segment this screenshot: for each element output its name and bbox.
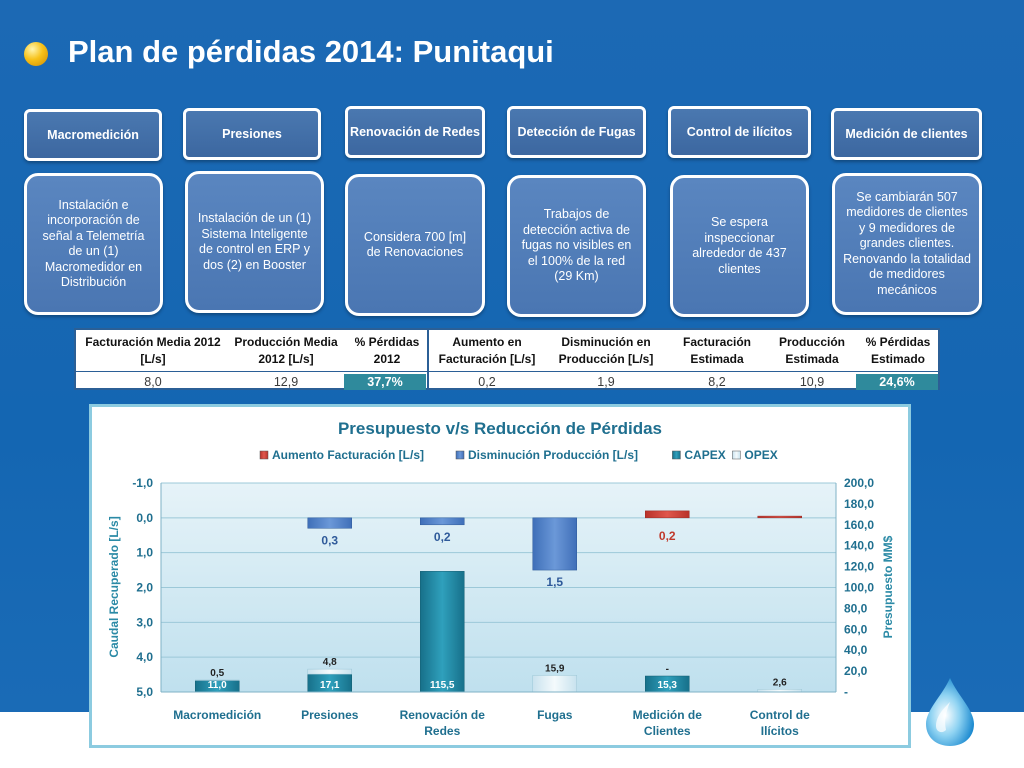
billing-increase-bar [757,515,802,519]
x-axis-category-label: Macromedición [173,708,261,722]
production-reduction-data-label: 1,5 [546,575,563,589]
left-axis-tick-label: 0,0 [136,511,153,525]
opex-bar [307,668,352,675]
table-cell: 10,9 [799,375,825,389]
chart-title: Presupuesto v/s Reducción de Pérdidas [338,419,662,438]
header-deteccion-fugas: Detección de Fugas [507,106,646,158]
x-axis-category-label: Redes [424,724,460,738]
table-header: % Pérdidas Estimado [865,335,931,366]
right-axis-tick-label: 200,0 [844,476,874,490]
legend-swatch [259,450,269,460]
opex-bar [195,679,240,681]
chart-panel: Presupuesto v/s Reducción de Pérdidas Au… [89,404,911,748]
table-divider [76,371,938,372]
table-header: Aumento en Facturación [L/s] [438,335,536,366]
title-bullet-icon [24,42,48,66]
opex-data-label: 4,8 [323,657,337,668]
chart-axes: -1,0 0,0 1,0 2,0 3,0 4,0 5,0 - 20,0 40,0 60,0 80,0 1… [132,476,874,738]
production-reduction-data-label: 0,3 [321,533,338,547]
table-cell: 1,9 [597,375,615,389]
box-medicion-clientes: Se cambiarán 507 medidores de clientes y… [832,173,982,315]
header-renovacion-redes: Renovación de Redes [345,106,485,158]
left-axis-tick-label: 5,0 [136,685,153,699]
table-cell: 8,0 [144,375,162,389]
legend-label: Aumento Facturación [L/s] [272,448,424,462]
page-title: Plan de pérdidas 2014: Punitaqui [68,34,554,69]
production-reduction-bar [420,517,465,526]
box-presiones: Instalación de un (1) Sistema Inteligent… [185,171,324,313]
right-axis-tick-label: 160,0 [844,518,874,532]
billing-increase-data-label: 0,2 [659,529,676,543]
opex-data-label: 2,6 [773,677,787,688]
x-axis-category-label: Control de [750,708,810,722]
left-axis-tick-label: -1,0 [132,476,153,490]
capex-data-label: 115,5 [430,680,455,691]
capex-data-label: 11,0 [208,680,227,691]
left-axis-tick-label: 3,0 [136,615,153,629]
table-cell-highlight: 24,6% [856,374,938,390]
right-axis-tick-label: 140,0 [844,539,874,553]
opex-data-label: 0,5 [210,668,224,679]
table-cell: 12,9 [273,375,299,389]
production-reduction-data-label: 0,2 [434,530,451,544]
right-axis-tick-label: - [844,685,848,699]
header-presiones: Presiones [183,108,321,160]
legend-swatch [672,450,681,460]
legend-label: CAPEX [684,448,725,462]
opex-data-label: 15,9 [545,663,565,674]
header-macromedicion: Macromedición [24,109,162,161]
table-header: Disminución en Producción [L/s] [558,335,654,366]
header-medicion-clientes: Medición de clientes [831,108,982,160]
right-axis-tick-label: 180,0 [844,497,874,511]
left-axis-tick-label: 1,0 [136,546,153,560]
chart-grid [161,482,836,693]
capex-data-label: 15,3 [658,680,678,691]
box-macromedicion: Instalación e incorporación de señal a T… [24,173,163,315]
right-axis-tick-label: 80,0 [844,601,868,615]
production-reduction-bar [307,517,352,529]
chart-legend: Aumento Facturación [L/s] Disminución Pro… [259,448,778,462]
box-control-ilicitos: Se espera inspeccionar alrededor de 437 … [670,175,809,317]
x-axis-category-label: Ilícitos [761,724,799,738]
table-cell: 8,2 [708,375,726,389]
right-axis-tick-label: 60,0 [844,622,868,636]
left-axis-tick-label: 2,0 [136,581,153,595]
opex-data-label: - [666,664,669,675]
right-axis-tick-label: 40,0 [844,643,868,657]
x-axis-category-label: Presiones [301,708,359,722]
capex-bar [420,571,465,693]
left-axis-tick-label: 4,0 [136,650,153,664]
x-axis-category-label: Medición de [633,708,703,722]
budget-vs-loss-chart: Presupuesto v/s Reducción de Pérdidas Au… [107,419,895,738]
x-axis-category-label: Clientes [644,724,691,738]
table-header: Facturación Media 2012 [L/s] [85,335,221,366]
table-header: Producción Media 2012 [L/s] [234,335,338,366]
box-deteccion-fugas: Trabajos de detección activa de fugas no… [507,175,646,317]
left-axis-label: Caudal Recuperado [L/s] [107,516,121,657]
table-header: Facturación Estimada [682,335,751,366]
opex-bar [532,675,577,693]
production-reduction-bar [532,517,577,571]
legend-swatch [455,450,465,460]
header-control-ilicitos: Control de ilícitos [668,106,811,158]
x-axis-category-label: Renovación de [400,708,486,722]
table-cell-highlight: 37,7% [344,374,426,390]
table-header: Producción Estimada [778,335,845,366]
summary-table: Facturación Media 2012 [L/s] Producción … [74,328,940,390]
table-vertical-divider [427,330,429,388]
x-axis-category-label: Fugas [537,708,573,722]
capex-data-label: 17,1 [320,680,340,691]
right-axis-tick-label: 100,0 [844,581,874,595]
legend-label: OPEX [744,448,777,462]
legend-label: Disminución Producción [L/s] [468,448,638,462]
table-header: % Pérdidas 2012 [354,335,420,366]
legend-swatch [732,450,741,460]
box-renovacion-redes: Considera 700 [m] de Renovaciones [345,174,485,316]
right-axis-tick-label: 120,0 [844,560,874,574]
billing-increase-bar [645,510,690,519]
table-cell: 0,2 [478,375,496,389]
right-axis-label: Presupuesto MM$ [881,535,895,638]
water-drop-logo-icon [926,678,974,746]
right-axis-tick-label: 20,0 [844,664,868,678]
